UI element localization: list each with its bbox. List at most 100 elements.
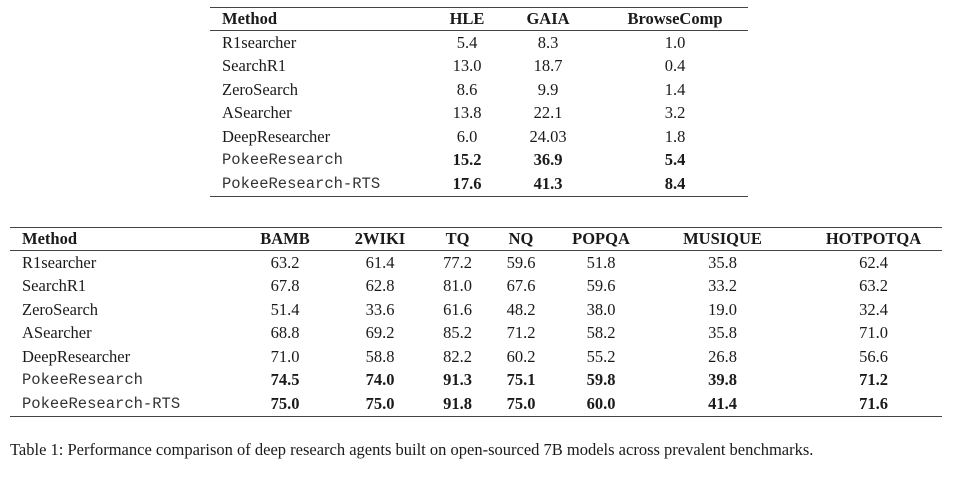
- header-row: Method BAMB 2WIKI TQ NQ POPQA MUSIQUE HOTPOTQA: [10, 227, 942, 251]
- column-header: HLE: [440, 7, 494, 31]
- value-cell: 71.6: [859, 393, 888, 413]
- table-caption: Table 1: Performance comparison of deep …: [10, 440, 814, 459]
- table-row: SearchR1 13.0 18.7 0.4: [210, 55, 748, 79]
- value-cell: 58.8: [365, 346, 395, 366]
- table-row: ASearcher 68.8 69.2 85.2 71.2 58.2 35.8 71.0: [10, 322, 942, 346]
- method-cell: SearchR1: [222, 56, 287, 76]
- value-cell: 33.2: [708, 276, 737, 296]
- value-cell: 8.4: [664, 173, 686, 193]
- column-header: TQ: [435, 227, 480, 251]
- column-header: GAIA: [494, 7, 602, 31]
- value-cell: 59.6: [506, 252, 536, 272]
- value-cell: 71.2: [506, 323, 536, 343]
- value-cell: 13.0: [452, 56, 482, 76]
- method-cell: PokeeResearch: [22, 371, 143, 390]
- value-cell: 33.6: [365, 299, 395, 319]
- value-cell: 67.8: [270, 276, 300, 296]
- results-table-bottom: Method BAMB 2WIKI TQ NQ POPQA MUSIQUE HOTPOTQA …: [10, 227, 942, 417]
- table-row: PokeeResearch 74.5 74.0 91.3 75.1 59.8 39.8 71.…: [10, 369, 942, 393]
- value-cell: 59.8: [586, 370, 616, 390]
- value-cell: 63.2: [859, 276, 888, 296]
- value-cell: 60.2: [506, 346, 536, 366]
- value-cell: 48.2: [506, 299, 536, 319]
- value-cell: 55.2: [586, 346, 616, 366]
- value-cell: 61.4: [365, 252, 395, 272]
- value-cell: 85.2: [443, 323, 472, 343]
- table-row: ASearcher 13.8 22.1 3.2: [210, 102, 748, 126]
- column-header: Method: [10, 227, 245, 251]
- table-row: DeepResearcher 6.0 24.03 1.8: [210, 125, 748, 149]
- column-header: Method: [210, 7, 440, 31]
- table-row: DeepResearcher 71.0 58.8 82.2 60.2 55.2 26.8 56…: [10, 345, 942, 369]
- method-cell: PokeeResearch-RTS: [222, 174, 381, 193]
- method-cell: ASearcher: [22, 323, 92, 343]
- column-header: 2WIKI: [325, 227, 435, 251]
- header-row: Method HLE GAIA BrowseComp: [210, 7, 748, 31]
- column-header: NQ: [480, 227, 562, 251]
- value-cell: 69.2: [365, 323, 395, 343]
- value-cell: 75.1: [506, 370, 536, 390]
- table-row: R1searcher 5.4 8.3 1.0: [210, 31, 748, 55]
- value-cell: 59.6: [586, 276, 616, 296]
- value-cell: 58.2: [586, 323, 616, 343]
- value-cell: 8.3: [537, 32, 559, 52]
- method-cell: R1searcher: [22, 252, 97, 272]
- table-row: ZeroSearch 8.6 9.9 1.4: [210, 78, 748, 102]
- value-cell: 18.7: [533, 56, 563, 76]
- value-cell: 13.8: [452, 103, 482, 123]
- value-cell: 38.0: [586, 299, 616, 319]
- value-cell: 71.0: [270, 346, 300, 366]
- value-cell: 1.4: [664, 79, 686, 99]
- value-cell: 51.8: [586, 252, 616, 272]
- column-header: BAMB: [245, 227, 325, 251]
- method-cell: ASearcher: [222, 103, 292, 123]
- value-cell: 74.0: [365, 370, 395, 390]
- method-cell: PokeeResearch-RTS: [22, 394, 181, 413]
- value-cell: 35.8: [708, 252, 737, 272]
- value-cell: 24.03: [529, 126, 567, 146]
- method-cell: PokeeResearch: [222, 151, 343, 170]
- column-header: POPQA: [562, 227, 640, 251]
- value-cell: 39.8: [708, 370, 737, 390]
- value-cell: 62.8: [365, 276, 395, 296]
- method-cell: DeepResearcher: [22, 346, 131, 366]
- method-cell: DeepResearcher: [222, 126, 331, 146]
- value-cell: 51.4: [270, 299, 300, 319]
- value-cell: 68.8: [270, 323, 300, 343]
- value-cell: 22.1: [533, 103, 563, 123]
- value-cell: 36.9: [533, 150, 563, 170]
- value-cell: 6.0: [456, 126, 478, 146]
- value-cell: 1.0: [664, 32, 686, 52]
- value-cell: 35.8: [708, 323, 737, 343]
- value-cell: 75.0: [506, 393, 536, 413]
- value-cell: 17.6: [452, 173, 482, 193]
- value-cell: 5.4: [456, 32, 478, 52]
- value-cell: 0.4: [664, 56, 686, 76]
- value-cell: 75.0: [270, 393, 300, 413]
- value-cell: 77.2: [443, 252, 472, 272]
- method-cell: SearchR1: [22, 276, 87, 296]
- value-cell: 71.2: [859, 370, 888, 390]
- value-cell: 32.4: [859, 299, 888, 319]
- value-cell: 67.6: [506, 276, 536, 296]
- method-cell: R1searcher: [222, 32, 297, 52]
- value-cell: 41.4: [708, 393, 737, 413]
- table-row: PokeeResearch-RTS 75.0 75.0 91.8 75.0 60.0 41.…: [10, 392, 942, 416]
- table-row: ZeroSearch 51.4 33.6 61.6 48.2 38.0 19.0 32.4: [10, 298, 942, 322]
- value-cell: 63.2: [270, 252, 300, 272]
- value-cell: 8.6: [456, 79, 478, 99]
- value-cell: 91.8: [443, 393, 472, 413]
- column-header: HOTPOTQA: [805, 227, 942, 251]
- value-cell: 41.3: [533, 173, 563, 193]
- value-cell: 74.5: [270, 370, 300, 390]
- table-row: SearchR1 67.8 62.8 81.0 67.6 59.6 33.2 63.2: [10, 275, 942, 299]
- table-row: R1searcher 63.2 61.4 77.2 59.6 51.8 35.8 62.4: [10, 251, 942, 275]
- value-cell: 75.0: [365, 393, 395, 413]
- value-cell: 1.8: [664, 126, 686, 146]
- value-cell: 71.0: [859, 323, 888, 343]
- value-cell: 15.2: [452, 150, 482, 170]
- method-cell: ZeroSearch: [22, 299, 99, 319]
- value-cell: 91.3: [443, 370, 472, 390]
- value-cell: 61.6: [443, 299, 472, 319]
- table-row: PokeeResearch-RTS 17.6 41.3 8.4: [210, 172, 748, 196]
